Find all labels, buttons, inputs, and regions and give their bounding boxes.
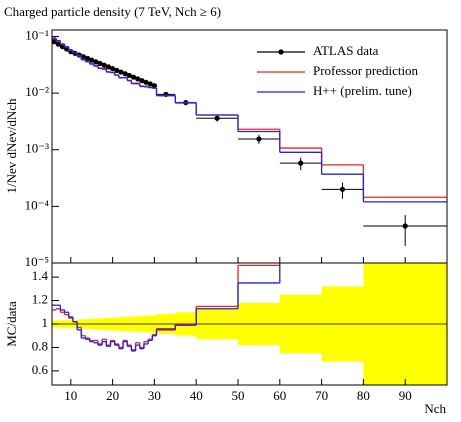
data-point: [130, 74, 137, 80]
ratio-plot-area: [52, 263, 447, 385]
x-tick-label: 40: [190, 388, 203, 403]
y-tick-label: 10⁻⁴: [25, 197, 50, 212]
ratio-frame: [51, 262, 448, 386]
chart-title: Charged particle density (7 TeV, Nch ≥ 6…: [4, 4, 221, 19]
data-point: [84, 55, 91, 61]
y-tick-label: 1.4: [32, 268, 49, 283]
data-point: [143, 79, 149, 85]
data-point: [147, 81, 153, 87]
x-tick-label: 10: [64, 388, 77, 403]
y-axis-label: 1/Nev dNev/dNch: [4, 98, 19, 193]
y-tick-label: 10⁻¹: [25, 27, 49, 42]
main-plot-area: [52, 37, 447, 246]
data-point: [110, 66, 116, 72]
data-point: [59, 44, 66, 50]
y-tick-label: 10⁻³: [25, 141, 49, 156]
data-point: [118, 69, 124, 75]
x-tick-label: 70: [315, 388, 328, 403]
x-axis-label: Nch: [424, 401, 446, 416]
legend-label: ATLAS data: [313, 43, 379, 58]
y-tick-label: 1: [42, 315, 49, 330]
data-point: [105, 64, 112, 70]
x-tick-label: 60: [273, 388, 286, 403]
data-point: [135, 76, 141, 82]
y-tick-label: 0.6: [32, 362, 49, 377]
y-tick-label: 10⁻⁵: [25, 254, 49, 269]
data-point: [55, 41, 61, 47]
data-point: [214, 115, 220, 121]
data-point: [339, 186, 346, 192]
y-tick-label: 0.8: [32, 338, 48, 353]
x-tick-label: 90: [399, 388, 412, 403]
legend-label: Professor prediction: [313, 63, 419, 78]
x-tick-label: 80: [357, 388, 370, 403]
data-point: [80, 54, 86, 60]
y-tick-label: 10⁻²: [25, 84, 49, 99]
data-point: [256, 136, 262, 142]
data-point: [52, 39, 57, 45]
data-point: [151, 83, 158, 89]
ratio-y-axis-label: MC/data: [4, 301, 19, 347]
data-point: [298, 160, 304, 166]
legend-label: H++ (prelim. tune): [313, 83, 412, 98]
data-point: [402, 223, 408, 229]
x-tick-label: 50: [232, 388, 245, 403]
x-tick-label: 20: [106, 388, 119, 403]
data-point: [93, 59, 99, 65]
data-point: [101, 62, 107, 68]
axes: 10 20 30 40 50 60 70 80 90 10⁻¹ 10⁻² 10⁻³ 10⁻⁴ 10⁻⁵ 0.…: [25, 27, 419, 403]
y-tick-label: 1.2: [32, 292, 48, 307]
legend-marker: [278, 49, 284, 55]
x-tick-label: 30: [148, 388, 161, 403]
data-point: [89, 57, 95, 63]
data-point: [114, 67, 120, 73]
data-point: [97, 60, 103, 67]
data-point: [139, 78, 145, 84]
data-point: [122, 71, 128, 77]
data-point: [126, 72, 132, 79]
